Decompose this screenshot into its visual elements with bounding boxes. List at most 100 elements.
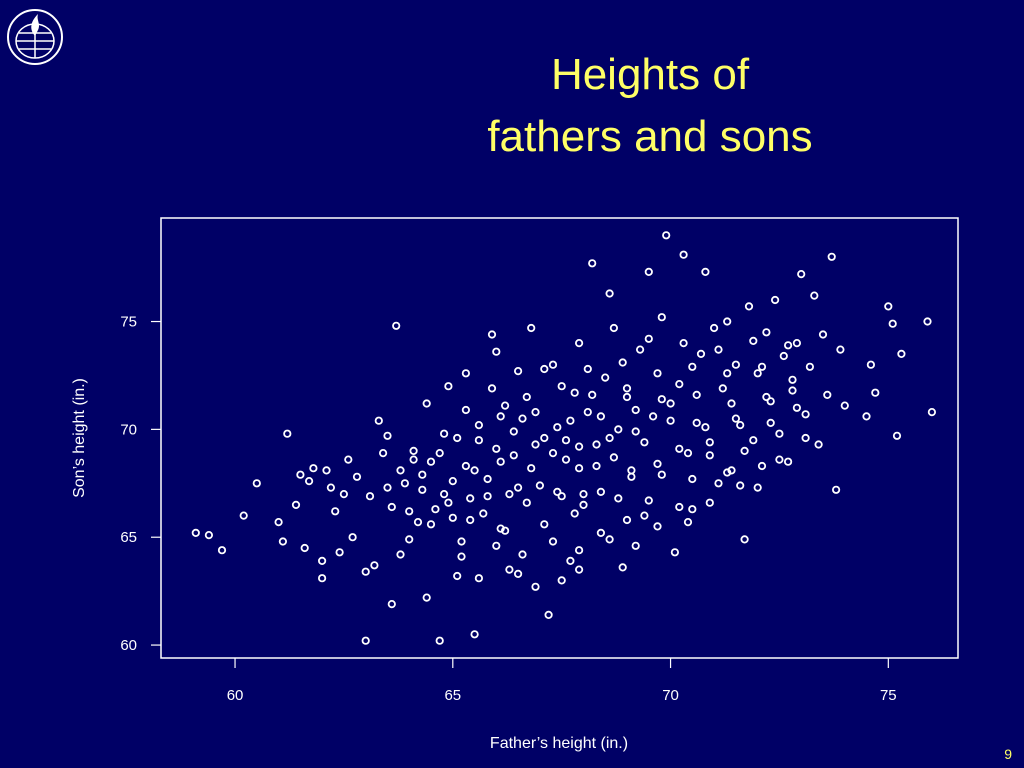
data-point: [618, 358, 627, 367]
data-point: [692, 418, 701, 427]
data-point: [396, 466, 405, 475]
data-point: [618, 563, 627, 572]
data-point: [714, 479, 723, 488]
data-point: [396, 550, 405, 559]
data-point: [679, 338, 688, 348]
data-point: [753, 483, 762, 492]
data-point: [766, 418, 775, 427]
data-point: [513, 483, 523, 492]
university-seal-icon: [7, 9, 63, 65]
x-tick-label: 75: [880, 687, 897, 704]
data-point: [622, 392, 632, 402]
data-point: [805, 362, 815, 371]
data-point: [553, 423, 562, 432]
data-point: [762, 392, 771, 402]
data-point: [583, 364, 592, 374]
data-point: [444, 498, 453, 507]
data-point: [653, 369, 662, 378]
data-point: [718, 384, 727, 393]
data-point: [339, 489, 348, 499]
data-point: [570, 388, 579, 397]
data-point: [818, 330, 828, 339]
data-point: [531, 582, 540, 591]
data-point: [344, 455, 353, 464]
data-point: [727, 399, 736, 408]
data-point: [797, 269, 806, 279]
data-point: [644, 496, 653, 505]
data-point: [596, 412, 606, 421]
data-point: [553, 487, 562, 496]
slide-title-line-1: Heights of: [550, 50, 750, 99]
data-point: [509, 451, 518, 460]
data-point: [688, 474, 697, 484]
data-point: [204, 530, 213, 540]
data-point: [483, 492, 492, 501]
data-point: [461, 405, 470, 415]
data-point: [723, 468, 732, 477]
data-point: [435, 448, 444, 458]
data-point: [291, 500, 301, 509]
data-point: [740, 446, 749, 455]
data-point: [635, 345, 645, 354]
x-tick-label: 60: [227, 687, 244, 704]
data-point: [866, 360, 876, 369]
data-point: [439, 489, 449, 499]
data-point: [840, 401, 849, 410]
data-point: [365, 492, 375, 501]
data-point: [640, 438, 649, 447]
data-point: [574, 338, 584, 348]
data-point: [596, 528, 606, 538]
data-point: [688, 362, 697, 371]
data-point: [644, 267, 653, 276]
data-point: [496, 412, 505, 421]
data-point: [348, 533, 357, 542]
data-point: [744, 302, 754, 311]
data-point: [531, 440, 540, 449]
data-point: [492, 541, 501, 550]
data-point: [766, 397, 775, 406]
data-point: [923, 317, 932, 326]
x-tick-label: 70: [662, 687, 679, 704]
data-point: [627, 466, 636, 475]
data-point: [714, 345, 723, 354]
data-point: [657, 470, 666, 479]
data-point: [461, 461, 470, 471]
data-point: [779, 351, 788, 361]
data-point: [461, 369, 470, 378]
data-point: [278, 537, 287, 546]
data-point: [614, 425, 623, 434]
data-point: [527, 323, 536, 333]
data-point: [579, 489, 588, 499]
data-point: [723, 317, 732, 326]
data-point: [862, 412, 871, 421]
data-point: [317, 574, 327, 583]
data-point: [252, 479, 261, 488]
data-point: [701, 423, 710, 432]
data-point: [614, 494, 623, 503]
y-tick-label: 65: [120, 529, 137, 546]
data-point: [453, 433, 462, 443]
data-point: [505, 489, 514, 499]
data-point: [296, 470, 305, 479]
data-point: [657, 395, 666, 404]
data-point: [792, 338, 802, 348]
data-point: [683, 517, 693, 527]
data-point: [400, 479, 409, 488]
data-point: [705, 438, 714, 447]
data-point: [518, 550, 527, 559]
data-point: [239, 511, 248, 520]
data-point: [335, 548, 344, 557]
data-point: [770, 295, 780, 305]
data-point: [405, 507, 414, 516]
data-point: [492, 444, 501, 453]
data-point: [723, 369, 732, 378]
data-point: [557, 382, 566, 391]
data-point: [670, 548, 680, 557]
data-point: [627, 472, 636, 481]
data-point: [757, 362, 767, 371]
data-point: [383, 431, 392, 440]
data-point: [540, 364, 549, 374]
data-point: [692, 390, 701, 399]
data-point: [753, 369, 762, 378]
